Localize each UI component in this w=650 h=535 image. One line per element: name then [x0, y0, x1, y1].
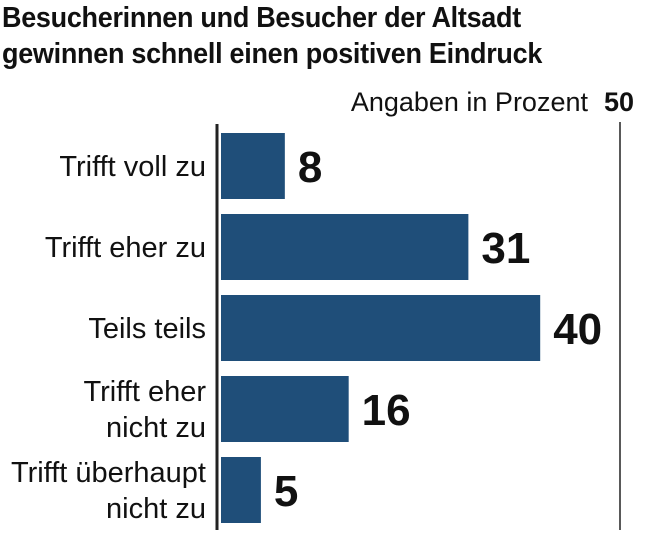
- bar-2: [221, 295, 541, 361]
- category-label-2-line-0: Teils teils: [88, 313, 206, 345]
- chart-title: Besucherinnen und Besucher der Altsadt g…: [2, 0, 542, 72]
- value-label-2: 40: [553, 305, 602, 354]
- category-label-0-line-0: Trifft voll zu: [59, 151, 206, 183]
- value-label-1: 31: [481, 224, 530, 273]
- bar-1: [221, 214, 469, 280]
- x-axis-tick-label-max: 50: [604, 87, 634, 117]
- value-label-0: 8: [298, 143, 322, 192]
- category-label-3-line-0: Trifft eher: [84, 376, 207, 408]
- category-label-1-line-0: Trifft eher zu: [45, 232, 206, 264]
- chart-title-line-1: Besucherinnen und Besucher der Altsadt: [2, 2, 521, 34]
- value-label-4: 5: [274, 467, 298, 516]
- unit-label: Angaben in Prozent: [351, 87, 589, 117]
- category-label-4-line-1: nicht zu: [106, 493, 206, 525]
- bars-layer: 8 Trifft voll zu 31 Trifft eher zu 40 Teils t…: [11, 133, 602, 525]
- bar-3: [221, 376, 349, 442]
- value-label-3: 16: [362, 386, 411, 435]
- category-label-3-line-1: nicht zu: [106, 412, 206, 444]
- category-label-4-line-0: Trifft überhaupt: [11, 457, 206, 489]
- chart-title-line-2: gewinnen schnell einen positiven Eindruc…: [2, 38, 543, 70]
- bar-0: [221, 133, 285, 199]
- bar-4: [221, 457, 261, 523]
